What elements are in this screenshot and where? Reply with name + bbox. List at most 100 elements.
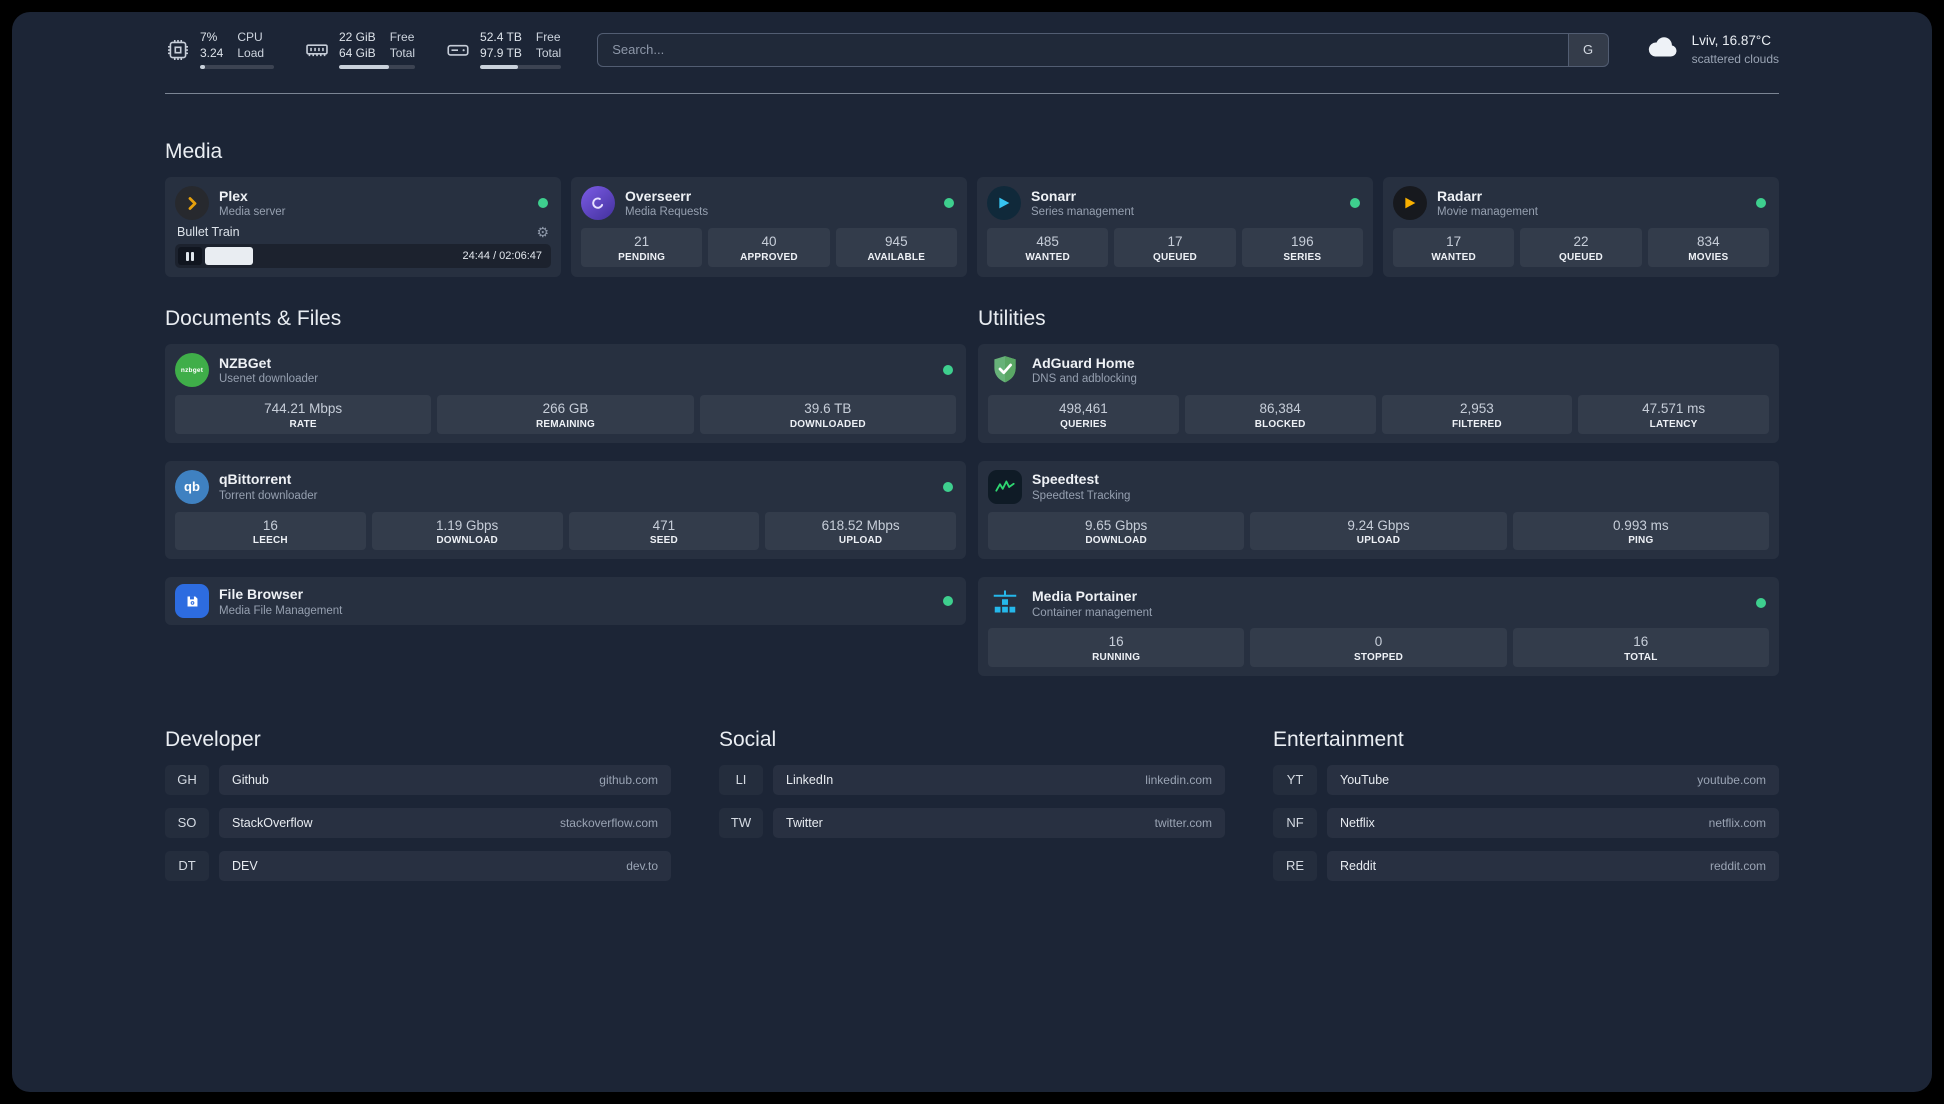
service-card-adguard[interactable]: AdGuard Home DNS and adblocking 498,461 … xyxy=(978,344,1779,443)
bookmark-url: dev.to xyxy=(626,858,658,873)
service-subtitle: DNS and adblocking xyxy=(1032,373,1137,386)
service-card-portainer[interactable]: Media Portainer Container management 16 … xyxy=(978,577,1779,676)
weather-widget: Lviv, 16.87°C scattered clouds xyxy=(1645,32,1779,66)
memory-icon xyxy=(304,37,330,63)
stat-label: FILTERED xyxy=(1452,418,1502,430)
stat-label: QUEUED xyxy=(1153,251,1197,263)
gear-icon[interactable]: ⚙ xyxy=(536,224,549,241)
stat-value: 2,953 xyxy=(1459,401,1494,417)
stat-queued: 22 QUEUED xyxy=(1520,228,1642,267)
stat-download: 9.65 Gbps DOWNLOAD xyxy=(988,511,1245,551)
dashboard: 7% 3.24 CPU Load xyxy=(12,12,1932,1092)
bookmark-name: YouTube xyxy=(1340,772,1390,787)
radarr-icon xyxy=(1393,186,1427,221)
service-name: File Browser xyxy=(219,586,304,603)
stat-value: 16 xyxy=(1633,634,1649,650)
status-dot xyxy=(1756,198,1766,209)
memory-free-value: 22 GiB xyxy=(339,30,376,44)
bookmark-youtube[interactable]: YT YouTube youtube.com xyxy=(1273,764,1779,795)
cpu-widget: 7% 3.24 CPU Load xyxy=(165,30,274,70)
bookmark-github[interactable]: GH Github github.com xyxy=(165,764,671,795)
service-name: Speedtest xyxy=(1032,471,1099,488)
stat-upload: 618.52 Mbps UPLOAD xyxy=(765,511,956,551)
service-subtitle: Usenet downloader xyxy=(219,373,319,386)
status-dot xyxy=(943,481,953,492)
service-name: Sonarr xyxy=(1031,187,1077,204)
memory-total-label: Total xyxy=(389,45,416,60)
disk-usage-bar-fill xyxy=(480,65,519,70)
bookmark-group-entertainment: Entertainment YT YouTube youtube.com NF … xyxy=(1273,728,1779,881)
bookmark-dev[interactable]: DT DEV dev.to xyxy=(165,850,671,881)
service-subtitle: Media server xyxy=(219,206,286,219)
bookmark-name: Twitter xyxy=(786,815,823,830)
service-card-sonarr[interactable]: Sonarr Series management 485 WANTED 17 Q… xyxy=(977,177,1373,278)
bookmark-url: youtube.com xyxy=(1697,772,1766,787)
service-card-filebrowser[interactable]: File Browser Media File Management xyxy=(165,577,966,626)
service-card-overseerr[interactable]: Overseerr Media Requests 21 PENDING 40 A… xyxy=(571,177,967,278)
stat-approved: 40 APPROVED xyxy=(708,228,830,267)
stat-value: 0 xyxy=(1374,634,1383,650)
stat-value: 17 xyxy=(1446,234,1462,250)
search-provider-button[interactable]: G xyxy=(1567,33,1608,66)
stat-value: 39.6 TB xyxy=(804,401,852,417)
documents-section-title: Documents & Files xyxy=(165,307,342,331)
stat-value: 47.571 ms xyxy=(1642,401,1706,417)
stat-value: 1.19 Gbps xyxy=(435,517,499,533)
cpu-usage-value: 7% xyxy=(200,30,218,44)
search-input[interactable] xyxy=(598,33,1568,66)
stat-value: 498,461 xyxy=(1058,401,1108,417)
service-name: Radarr xyxy=(1437,187,1483,204)
section-documents: Documents & Files nzbget NZBGet Usenet d… xyxy=(165,307,966,626)
stat-running: 16 RUNNING xyxy=(988,628,1245,667)
stat-label: SERIES xyxy=(1283,251,1322,263)
service-card-nzbget[interactable]: nzbget NZBGet Usenet downloader 744.21 M… xyxy=(165,344,966,443)
stat-value: 945 xyxy=(885,234,908,250)
stat-label: BLOCKED xyxy=(1254,418,1306,430)
section-media: Media Plex Media server xyxy=(165,140,1779,278)
cpu-usage-bar-fill xyxy=(200,65,206,70)
service-card-plex[interactable]: Plex Media server Bullet Train ⚙ xyxy=(165,177,561,278)
service-card-radarr[interactable]: Radarr Movie management 17 WANTED 22 QUE… xyxy=(1383,177,1779,278)
service-name: Media Portainer xyxy=(1032,588,1138,605)
stat-label: AVAILABLE xyxy=(867,251,926,263)
service-name: NZBGet xyxy=(219,354,272,371)
memory-free-label: Free xyxy=(389,30,415,44)
pause-button[interactable] xyxy=(178,247,202,266)
search: G xyxy=(597,32,1609,67)
bookmark-reddit[interactable]: RE Reddit reddit.com xyxy=(1273,850,1779,881)
bookmark-netflix[interactable]: NF Netflix netflix.com xyxy=(1273,807,1779,838)
disk-widget: 52.4 TB 97.9 TB Free Total xyxy=(445,30,562,70)
service-card-qbittorrent[interactable]: qb qBittorrent Torrent downloader 16 xyxy=(165,460,966,560)
status-dot xyxy=(1350,198,1360,209)
status-dot xyxy=(538,198,548,209)
bookmark-abbr: TW xyxy=(719,807,763,838)
bookmark-linkedin[interactable]: LI LinkedIn linkedin.com xyxy=(719,764,1225,795)
stat-queries: 498,461 QUERIES xyxy=(988,395,1179,434)
stat-value: 266 GB xyxy=(542,401,589,417)
disk-total-value: 97.9 TB xyxy=(480,45,522,60)
stat-label: SEED xyxy=(649,535,678,547)
entertainment-section-title: Entertainment xyxy=(1273,727,1404,751)
bookmark-name: Github xyxy=(232,772,269,787)
bookmark-name: DEV xyxy=(232,858,258,873)
stat-label: PENDING xyxy=(618,251,666,263)
now-playing-title: Bullet Train xyxy=(177,225,240,240)
cpu-label: CPU xyxy=(237,30,263,44)
stat-label: UPLOAD xyxy=(838,535,883,547)
media-player-bar: 24:44 / 02:06:47 xyxy=(175,244,551,269)
service-card-speedtest[interactable]: Speedtest Speedtest Tracking 9.65 Gbps D… xyxy=(978,460,1779,560)
stat-value: 40 xyxy=(761,234,777,250)
bookmark-twitter[interactable]: TW Twitter twitter.com xyxy=(719,807,1225,838)
developer-section-title: Developer xyxy=(165,727,261,751)
service-subtitle: Speedtest Tracking xyxy=(1032,489,1131,502)
bookmark-stackoverflow[interactable]: SO StackOverflow stackoverflow.com xyxy=(165,807,671,838)
stat-value: 834 xyxy=(1697,234,1720,250)
stat-label: UPLOAD xyxy=(1356,535,1401,547)
stat-label: DOWNLOAD xyxy=(436,535,498,547)
stat-value: 9.65 Gbps xyxy=(1085,517,1148,533)
portainer-icon xyxy=(988,586,1022,620)
stat-queued: 17 QUEUED xyxy=(1114,228,1236,267)
playback-progress[interactable] xyxy=(205,247,456,266)
filebrowser-icon xyxy=(175,584,209,619)
disk-usage-bar xyxy=(480,65,562,70)
